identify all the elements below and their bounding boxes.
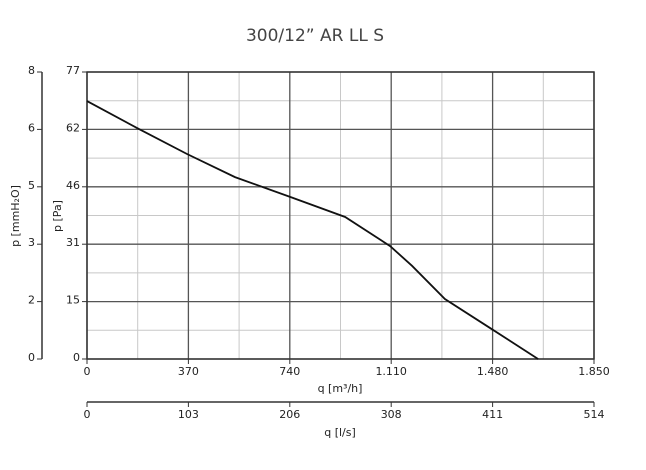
y-tick-label: 77 [66,64,80,77]
y2-tick-label: 0 [28,351,35,364]
x2-tick-label: 514 [584,408,605,421]
x-tick-label: 1.480 [477,365,509,378]
x-axis-label: q [m³/h] [318,382,363,395]
y-tick-label: 62 [66,121,80,134]
y2-tick-label: 6 [28,121,35,134]
y-tick-label: 0 [73,351,80,364]
chart-title: 300/12” AR LL S [246,26,384,46]
y2-tick-label: 5 [28,179,35,192]
x2-tick-label: 411 [482,408,503,421]
curve [86,100,539,360]
y-axis-label: p [Pa] [51,200,64,232]
x-tick-label: 1.850 [578,365,610,378]
y2-tick-label: 2 [28,294,35,307]
y2-tick-label: 8 [28,64,35,77]
y-tick-label: 31 [66,236,80,249]
y-tick-label: 15 [66,294,80,307]
x2-tick-label: 0 [84,408,91,421]
y2-axis-label: p [mmH₂O] [9,185,22,247]
x2-tick-label: 206 [279,408,300,421]
x2-tick-label: 103 [178,408,199,421]
y2-tick-label: 3 [28,236,35,249]
x2-tick-label: 308 [381,408,402,421]
x-tick-label: 370 [178,365,199,378]
y-tick-label: 46 [66,179,80,192]
x-tick-label: 1.110 [375,365,407,378]
plot-frame [86,71,595,360]
x-tick-label: 0 [84,365,91,378]
x-tick-label: 740 [279,365,300,378]
x2-axis-label: q [l/s] [324,426,356,439]
